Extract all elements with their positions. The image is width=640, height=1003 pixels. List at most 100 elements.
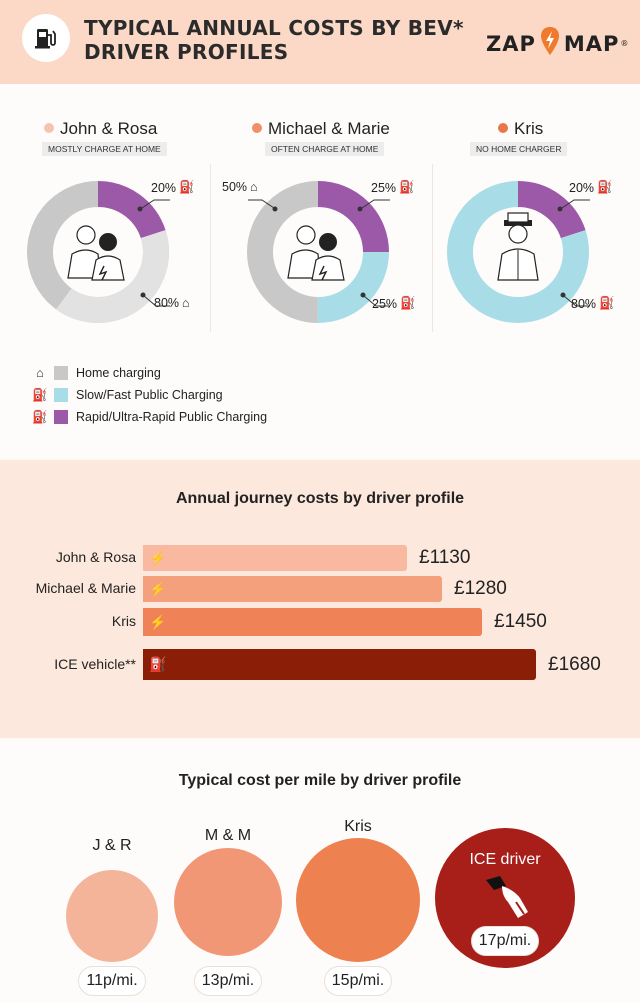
- rapid-charger-icon: ⛽: [597, 180, 613, 194]
- circle-label: ICE driver: [469, 851, 541, 868]
- bar: ⛽: [143, 649, 536, 680]
- profile-name-text: Kris: [514, 119, 544, 138]
- logo-right: MAP: [563, 31, 620, 56]
- column-divider: [432, 164, 433, 332]
- bar: ⚡: [143, 545, 407, 571]
- logo-registered: ®: [620, 39, 630, 48]
- cost-per-mile-value: 13p/mi.: [194, 966, 262, 996]
- profile-name-john-rosa: John & Rosa: [44, 119, 157, 139]
- pct-label-home: 50% ⌂: [222, 180, 258, 194]
- legend-swatch: [54, 388, 68, 402]
- zapmap-logo: ZAP MAP ®: [486, 26, 629, 61]
- charger-icon: ⛽: [599, 296, 615, 310]
- pct-value: 25%: [372, 296, 398, 311]
- circle-label: J & R: [92, 837, 132, 854]
- bar-label: ICE vehicle**: [54, 655, 136, 672]
- rapid-charger-icon: ⛽: [32, 409, 48, 424]
- bar-value: £1450: [494, 611, 547, 632]
- people-illustration-icon: [67, 225, 125, 281]
- legend-swatch: [54, 410, 68, 424]
- pct-label-slow: 80% ⛽: [571, 296, 615, 311]
- logo-bolt-icon: [540, 26, 560, 61]
- bar-value: £1280: [454, 578, 507, 599]
- cost-circle: [66, 870, 158, 962]
- profile-name-kris: Kris: [498, 119, 543, 139]
- pct-value: 20%: [569, 180, 595, 195]
- cost-circle: [174, 848, 282, 956]
- profile-dot: [252, 123, 262, 133]
- fuel-can-icon: ⛽: [149, 656, 167, 672]
- legend-item-rapid: ⛽ Rapid/Ultra-Rapid Public Charging: [32, 406, 267, 428]
- bar: ⚡: [143, 608, 482, 636]
- bar: ⚡: [143, 576, 442, 602]
- pct-value: 25%: [371, 180, 397, 195]
- legend-label: Slow/Fast Public Charging: [76, 388, 223, 402]
- home-icon: ⌂: [250, 180, 258, 194]
- annual-costs-section: Annual journey costs by driver profile J…: [0, 460, 640, 738]
- profile-name-michael-marie: Michael & Marie: [252, 119, 390, 139]
- donut-slice: [247, 181, 389, 323]
- donut-john-rosa: [27, 181, 170, 323]
- people-illustration-icon: [287, 225, 345, 281]
- pct-label-rapid: 20% ⛽: [151, 180, 195, 195]
- legend-label: Home charging: [76, 366, 161, 380]
- leader-lines: [137, 199, 170, 307]
- circle-label: Kris: [344, 818, 372, 835]
- profiles-section: John & Rosa MOSTLY CHARGE AT HOME 20% ⛽ 8…: [0, 84, 640, 458]
- annual-title: Annual journey costs by driver profile: [175, 490, 465, 507]
- profile-dot: [498, 123, 508, 133]
- ev-charger-icon: [22, 14, 70, 62]
- legend-label: Rapid/Ultra-Rapid Public Charging: [76, 410, 268, 424]
- bolt-icon: ⚡: [149, 613, 167, 630]
- profile-tag: OFTEN CHARGE AT HOME: [265, 142, 385, 156]
- donut-kris: [447, 181, 590, 323]
- charger-icon: ⛽: [400, 296, 416, 310]
- page-title: TYPICAL ANNUAL COSTS BY BEV* DRIVER PROF…: [84, 16, 464, 64]
- cost-circle: [296, 838, 420, 962]
- pct-label-rapid: 25% ⛽: [371, 180, 415, 195]
- bolt-icon: ⚡: [149, 580, 167, 597]
- pct-label-home: 80% ⌂: [154, 296, 190, 310]
- charger-icon: ⛽: [32, 387, 48, 402]
- profile-name-text: Michael & Marie: [268, 119, 390, 138]
- home-icon: ⌂: [182, 296, 190, 310]
- cost-per-mile-value: 17p/mi.: [471, 926, 539, 956]
- title-line-2: DRIVER PROFILES: [84, 40, 289, 64]
- bar-label: John & Rosa: [55, 549, 136, 565]
- pct-label-rapid: 20% ⛽: [569, 180, 613, 195]
- bar-value: £1130: [419, 547, 471, 568]
- profile-tag: NO HOME CHARGER: [470, 142, 568, 156]
- pct-value: 20%: [151, 180, 177, 195]
- bar-label: Michael & Marie: [35, 580, 136, 596]
- logo-left: ZAP: [486, 31, 536, 56]
- legend-item-slow: ⛽ Slow/Fast Public Charging: [32, 384, 267, 406]
- per-mile-section: Typical cost per mile by driver profile …: [0, 740, 640, 1003]
- people-illustration-icon: [497, 212, 539, 281]
- leader-lines: [557, 199, 590, 307]
- donut-michael-marie: [247, 181, 390, 323]
- profile-dot: [44, 123, 54, 133]
- rapid-charger-icon: ⛽: [179, 180, 195, 194]
- cost-per-mile-value: 11p/mi.: [78, 966, 146, 996]
- column-divider: [210, 164, 211, 332]
- leader-lines: [248, 199, 390, 307]
- circle-label: M & M: [204, 827, 252, 844]
- rapid-charger-icon: ⛽: [399, 180, 415, 194]
- profile-tag: MOSTLY CHARGE AT HOME: [42, 142, 167, 156]
- pct-label-slow: 25% ⛽: [372, 296, 416, 311]
- donut-slice: [447, 181, 589, 323]
- title-line-1: TYPICAL ANNUAL COSTS BY BEV*: [84, 16, 464, 40]
- home-icon: ⌂: [36, 366, 44, 380]
- pct-value: 80%: [154, 296, 180, 310]
- bolt-icon: ⚡: [149, 549, 167, 566]
- per-mile-title: Typical cost per mile by driver profile: [178, 772, 462, 789]
- bar-value: £1680: [548, 653, 601, 675]
- cost-per-mile-value: 15p/mi.: [324, 966, 392, 996]
- header: TYPICAL ANNUAL COSTS BY BEV* DRIVER PROF…: [0, 0, 640, 84]
- donut-slice: [247, 181, 389, 323]
- fuel-nozzle-icon: [486, 876, 528, 918]
- donut-slice-shade: [27, 181, 169, 323]
- pct-value: 50%: [222, 180, 248, 194]
- profile-name-text: John & Rosa: [60, 119, 158, 138]
